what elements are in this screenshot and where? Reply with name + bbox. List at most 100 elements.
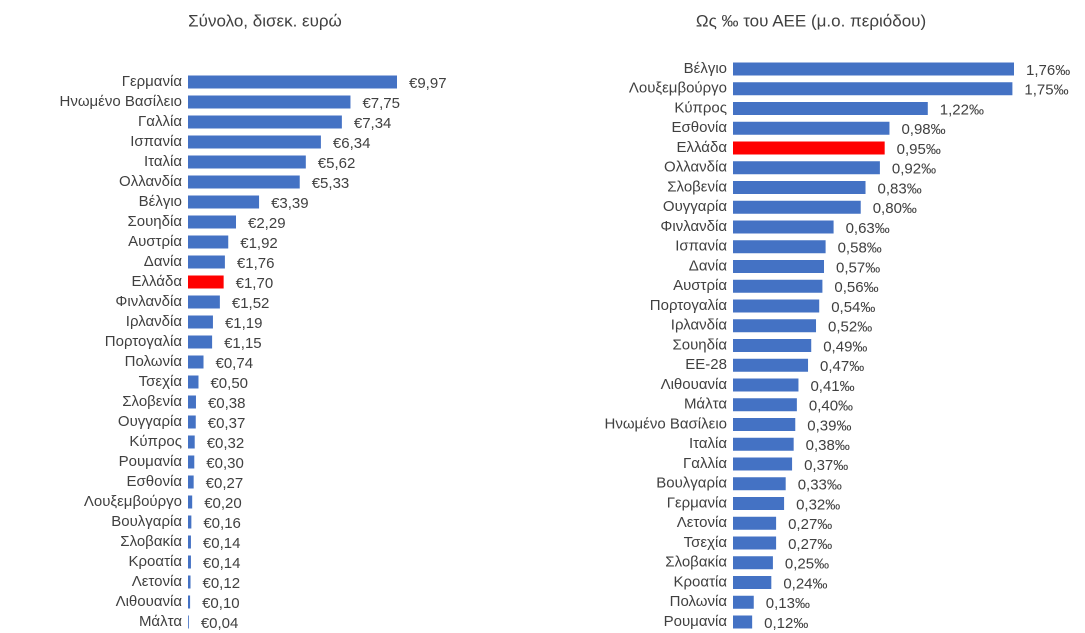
- value-label: 1,75‰: [1024, 82, 1068, 99]
- bar: [733, 62, 1014, 76]
- value-label: 0,92‰: [892, 161, 936, 178]
- bar: [188, 135, 321, 149]
- value-label: €0,20: [204, 495, 242, 512]
- value-label: €2,29: [248, 215, 286, 232]
- value-label: €0,37: [208, 415, 246, 432]
- category-label: Βέλγιο: [139, 193, 182, 210]
- value-label: €6,34: [333, 135, 371, 152]
- bar: [733, 299, 820, 313]
- value-label: 0,54‰: [831, 299, 875, 316]
- category-label: Μάλτα: [139, 613, 182, 630]
- chart-title: Ως ‰ του ΑΕΕ (μ.ο. περιόδου): [696, 11, 926, 30]
- value-label: 0,63‰: [846, 220, 890, 237]
- bar: [733, 358, 809, 372]
- bar: [733, 576, 772, 589]
- category-label: Κροατία: [129, 553, 183, 570]
- category-label: Λιθουανία: [661, 376, 728, 393]
- bar: [188, 315, 213, 329]
- category-label: Μάλτα: [684, 396, 727, 413]
- bar: [188, 555, 191, 569]
- value-label: €0,74: [216, 355, 254, 372]
- bar: [733, 595, 754, 609]
- bar: [733, 260, 825, 273]
- bar: [188, 195, 260, 209]
- category-label: Βουλγαρία: [656, 475, 727, 492]
- category-label: Πορτογαλία: [105, 333, 183, 350]
- value-label: 0,39‰: [807, 417, 851, 434]
- category-label: Ρουμανία: [664, 613, 728, 630]
- bar: [188, 295, 220, 309]
- category-label: Ολλανδία: [664, 159, 727, 176]
- category-label: ΕΕ-28: [685, 356, 727, 373]
- value-label: €1,70: [236, 275, 274, 292]
- category-label: Ουγγαρία: [663, 198, 727, 215]
- bar: [733, 497, 785, 510]
- category-label: Ισπανία: [675, 238, 727, 255]
- bar: [188, 495, 193, 509]
- bar: [733, 378, 799, 392]
- value-label: 1,76‰: [1026, 62, 1070, 79]
- category-label: Ηνωμένο Βασίλειο: [604, 415, 727, 432]
- bar: [188, 275, 224, 289]
- bar: [188, 235, 229, 249]
- value-label: €0,14: [203, 535, 241, 552]
- category-label: Βέλγιο: [684, 60, 727, 77]
- category-label: Πολωνία: [670, 593, 728, 610]
- value-label: €0,14: [203, 555, 241, 572]
- bar: [733, 437, 794, 451]
- value-label: €0,32: [207, 435, 245, 452]
- category-label: Πολωνία: [125, 353, 183, 370]
- value-label: €0,10: [202, 595, 240, 612]
- value-label: €1,15: [224, 335, 262, 352]
- bar: [188, 595, 191, 609]
- category-label: Αυστρία: [128, 233, 182, 250]
- bar: [733, 477, 786, 491]
- category-label: Ιταλία: [689, 435, 727, 452]
- value-label: €7,75: [362, 95, 400, 112]
- category-label: Κύπρος: [674, 99, 727, 116]
- category-label: Ηνωμένο Βασίλειο: [59, 93, 182, 110]
- value-label: 0,41‰: [810, 378, 854, 395]
- value-label: €7,34: [354, 115, 392, 132]
- bar: [188, 475, 194, 489]
- category-label: Τσεχία: [684, 534, 728, 551]
- value-label: 0,80‰: [873, 200, 917, 217]
- bar: [188, 75, 397, 89]
- value-label: 0,27‰: [788, 516, 832, 533]
- category-label: Σλοβενία: [122, 393, 182, 410]
- bar: [733, 615, 753, 629]
- bar: [188, 615, 189, 629]
- value-label: €0,04: [201, 615, 239, 632]
- bar: [733, 102, 928, 115]
- category-label: Ιρλανδία: [671, 317, 728, 334]
- value-label: €1,76: [237, 255, 275, 272]
- category-label: Φινλανδία: [115, 293, 182, 310]
- value-label: 0,27‰: [788, 536, 832, 553]
- value-label: 0,13‰: [766, 595, 810, 612]
- category-label: Εσθονία: [127, 473, 183, 490]
- category-label: Κροατία: [674, 573, 728, 590]
- bar: [733, 161, 880, 175]
- category-label: Σλοβακία: [120, 533, 182, 550]
- category-label: Σουηδία: [127, 213, 182, 230]
- category-label: Δανία: [689, 257, 728, 274]
- category-label: Ιρλανδία: [126, 313, 183, 330]
- bar: [733, 556, 773, 570]
- value-label: 0,40‰: [809, 398, 853, 415]
- bar: [188, 215, 237, 229]
- bar: [733, 220, 834, 234]
- category-label: Ρουμανία: [119, 453, 183, 470]
- value-label: €0,16: [203, 515, 241, 532]
- value-label: 0,49‰: [823, 338, 867, 355]
- value-label: 0,47‰: [820, 358, 864, 375]
- value-label: 0,38‰: [806, 437, 850, 454]
- category-label: Εσθονία: [672, 119, 728, 136]
- category-label: Γαλλία: [683, 455, 727, 472]
- value-label: €0,30: [206, 455, 244, 472]
- category-label: Τσεχία: [139, 373, 183, 390]
- bar: [188, 335, 213, 349]
- bar: [188, 375, 199, 389]
- chart-title: Σύνολο, δισεκ. ευρώ: [188, 11, 342, 30]
- category-label: Σουηδία: [672, 336, 727, 353]
